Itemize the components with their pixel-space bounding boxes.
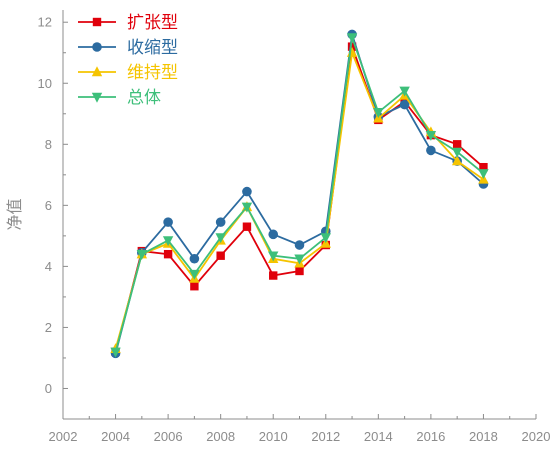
series-4 <box>110 33 489 358</box>
data-point <box>162 236 174 247</box>
legend-item: 扩张型 <box>78 13 178 33</box>
y-tick-label: 0 <box>45 381 52 396</box>
data-point <box>399 99 410 110</box>
data-point <box>268 229 279 240</box>
y-tick-label: 10 <box>38 76 52 91</box>
legend-item: 维持型 <box>78 63 178 83</box>
x-tick-label: 2016 <box>416 429 445 444</box>
legend-marker <box>92 42 102 52</box>
data-point <box>320 233 331 244</box>
data-point <box>399 86 410 97</box>
series-3 <box>110 47 489 353</box>
y-tick-label: 8 <box>45 137 52 152</box>
x-tick-label: 2002 <box>49 429 78 444</box>
x-tick-label: 2006 <box>154 429 183 444</box>
data-point <box>163 249 173 259</box>
data-point <box>451 147 463 158</box>
x-tick-label: 2008 <box>206 429 235 444</box>
data-point <box>241 202 253 213</box>
data-point <box>242 186 252 197</box>
data-point <box>478 169 489 179</box>
data-point <box>216 251 225 260</box>
data-point <box>451 155 463 166</box>
series-line <box>114 49 484 350</box>
y-tick-label: 12 <box>38 15 52 30</box>
legend-label: 收缩型 <box>127 38 178 58</box>
x-tick-label: 2020 <box>522 429 551 444</box>
data-point <box>136 249 148 260</box>
plot-area <box>110 29 489 359</box>
data-point <box>110 347 121 358</box>
legend-label: 总体 <box>127 88 161 108</box>
x-tick-label: 2004 <box>101 429 130 444</box>
legend-marker <box>92 17 102 27</box>
legend-label: 维持型 <box>127 63 178 83</box>
data-point <box>189 269 200 280</box>
data-point <box>426 145 436 156</box>
legend-marker <box>91 66 103 77</box>
data-point <box>242 222 252 231</box>
data-point <box>294 240 305 250</box>
series-1 <box>111 42 488 357</box>
series-line <box>114 46 484 353</box>
legend-item: 收缩型 <box>78 38 178 58</box>
series-line <box>114 37 484 353</box>
data-point <box>295 266 304 276</box>
data-point <box>190 282 199 291</box>
data-point <box>215 217 226 227</box>
data-point <box>215 233 226 244</box>
data-point <box>163 217 173 227</box>
data-point <box>346 33 358 44</box>
x-tick-label: 2012 <box>311 429 340 444</box>
data-point <box>479 162 488 172</box>
data-point <box>452 140 462 149</box>
legend-item: 总体 <box>78 88 161 108</box>
legend-marker <box>91 92 103 103</box>
x-tick-label: 2010 <box>259 429 288 444</box>
x-tick-label: 2018 <box>469 429 498 444</box>
data-point <box>347 42 357 51</box>
y-axis-title: 净值 <box>5 198 24 230</box>
x-tick-label: 2014 <box>364 429 393 444</box>
data-point <box>269 271 278 280</box>
y-tick-label: 2 <box>45 320 52 335</box>
y-tick-label: 6 <box>45 198 52 213</box>
data-point <box>268 251 279 262</box>
data-point <box>425 130 437 141</box>
x-ticks: 2002 2004 2006 2008 2010 2012 2014 2016 2018 2020 <box>49 414 551 444</box>
legend-label: 扩张型 <box>127 13 178 33</box>
data-point <box>373 108 384 118</box>
y-ticks: 0 2 4 6 8 10 12 <box>38 15 68 420</box>
y-tick-label: 4 <box>45 259 52 274</box>
data-point <box>294 254 305 265</box>
data-point <box>189 253 200 264</box>
